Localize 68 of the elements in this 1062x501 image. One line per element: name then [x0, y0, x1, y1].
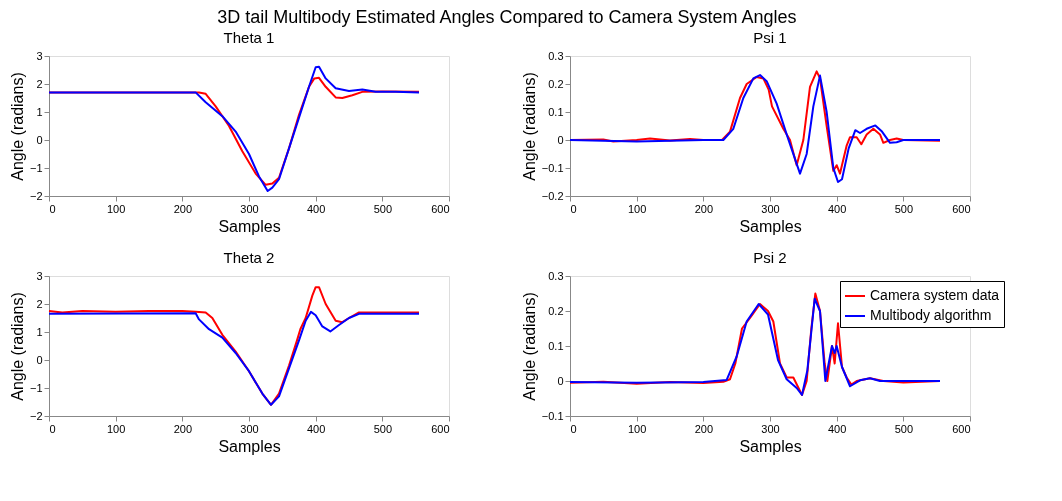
line-series [48, 286, 420, 406]
y-tick-label: 2 [36, 77, 43, 90]
y-tick-label: −0.2 [541, 189, 564, 202]
chart-title: Psi 1 [753, 29, 787, 46]
legend-label: Multibody algorithm [870, 307, 992, 323]
x-axis-title: Samples [739, 437, 802, 455]
x-tick-label: 200 [694, 422, 714, 435]
x-tick-label: 400 [827, 422, 847, 435]
y-tick-label: 1 [36, 325, 43, 338]
x-tick-label: 400 [306, 422, 326, 435]
x-axis-title: Samples [739, 217, 802, 235]
x-tick-label: 100 [106, 422, 126, 435]
y-tick-label: −1 [29, 161, 43, 174]
x-tick-label: 300 [761, 202, 780, 215]
y-tick-label: −2 [29, 189, 43, 202]
x-axis-title: Samples [218, 217, 281, 235]
x-tick-label: 400 [827, 202, 847, 215]
x-tick-label: 0 [49, 422, 56, 435]
x-tick-label: 200 [694, 202, 714, 215]
x-tick-label: 600 [952, 202, 971, 215]
x-tick-label: 600 [431, 422, 450, 435]
y-tick-label: 0.3 [548, 269, 564, 282]
y-tick-label: −2 [29, 409, 43, 422]
y-axis-title: Angle (radians) [8, 72, 26, 181]
x-tick-label: 300 [761, 422, 780, 435]
x-tick-label: 500 [894, 202, 914, 215]
x-tick-label: 0 [570, 202, 577, 215]
x-tick-label: 200 [173, 422, 193, 435]
chart-title: Psi 2 [753, 249, 787, 266]
y-tick-label: −0.1 [541, 409, 564, 422]
x-tick-label: 100 [627, 202, 647, 215]
x-tick-label: 0 [49, 202, 56, 215]
y-tick-label: −0.1 [541, 161, 564, 174]
x-tick-label: 500 [894, 422, 914, 435]
x-tick-label: 200 [173, 202, 193, 215]
x-tick-label: 0 [570, 422, 577, 435]
line-series [48, 310, 420, 406]
x-tick-label: 600 [952, 422, 971, 435]
y-axis-title: Angle (radians) [520, 72, 538, 181]
y-tick-label: 0 [557, 133, 564, 146]
y-tick-label: 0.1 [548, 105, 564, 118]
text: 3D tail Multibody Estimated Angles Compared to Camera System Angles [217, 6, 797, 27]
y-tick-label: 0 [36, 133, 43, 146]
x-tick-label: 600 [431, 202, 450, 215]
y-tick-label: 0.3 [548, 49, 564, 62]
x-tick-label: 500 [373, 202, 393, 215]
y-tick-label: 0.2 [548, 304, 564, 317]
x-tick-label: 500 [373, 422, 393, 435]
x-axis-title: Samples [218, 437, 281, 455]
y-tick-label: 0 [36, 353, 43, 366]
y-tick-label: 0 [557, 374, 564, 387]
legend-label: Camera system data [870, 287, 1000, 303]
y-tick-label: −1 [29, 381, 43, 394]
x-tick-label: 100 [627, 422, 647, 435]
y-axis-title: Angle (radians) [8, 292, 26, 401]
y-tick-label: 3 [36, 49, 43, 62]
x-tick-label: 300 [240, 202, 259, 215]
y-axis-title: Angle (radians) [520, 292, 538, 401]
y-tick-label: 0.2 [548, 77, 564, 90]
y-tick-label: 1 [36, 105, 43, 118]
x-tick-label: 300 [240, 422, 259, 435]
y-tick-label: 3 [36, 269, 43, 282]
chart-title: Theta 1 [223, 29, 275, 46]
y-tick-label: 2 [36, 297, 43, 310]
chart-title: Theta 2 [223, 249, 275, 266]
y-tick-label: 0.1 [548, 339, 564, 352]
x-tick-label: 400 [306, 202, 326, 215]
x-tick-label: 100 [106, 202, 126, 215]
